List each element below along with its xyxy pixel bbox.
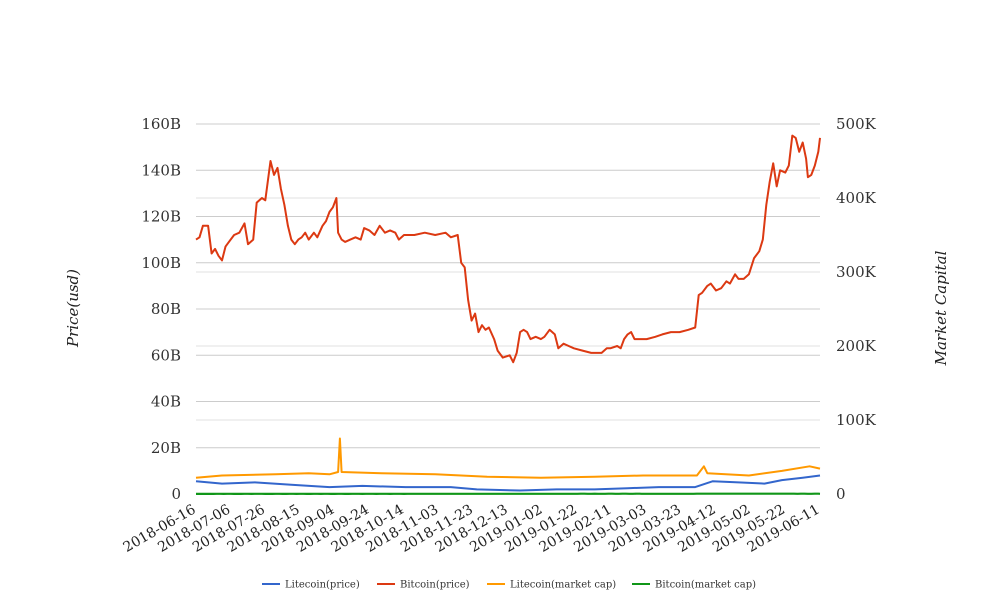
left-axis-title: Price(usd) [64, 269, 82, 348]
right-tick-label: 0 [836, 485, 846, 503]
left-tick-label: 80B [151, 300, 181, 318]
left-tick-label: 160B [141, 115, 181, 133]
right-tick-label: 400K [836, 189, 877, 207]
right-tick-label: 200K [836, 337, 877, 355]
right-tick-label: 300K [836, 263, 877, 281]
left-axis-ticks: 0 20B 40B 60B 80B 100B 120B 140B 160B [141, 115, 181, 503]
left-tick-label: 0 [171, 485, 181, 503]
series-line-0 [195, 474, 821, 492]
legend-label: Bitcoin(price) [400, 580, 470, 591]
legend-label: Litecoin(market cap) [510, 580, 616, 591]
left-tick-label: 20B [151, 439, 181, 457]
grid-lines [196, 123, 820, 495]
left-tick-label: 140B [141, 161, 181, 179]
right-tick-label: 500K [836, 115, 877, 133]
legend-label: Bitcoin(market cap) [655, 580, 756, 591]
legend: Litecoin(price) Bitcoin(price) Litecoin(ma… [262, 580, 756, 591]
series-lines [195, 134, 821, 495]
left-tick-label: 60B [151, 346, 181, 364]
left-tick-label: 40B [151, 393, 181, 411]
right-axis-ticks: 0 100K 200K 300K 400K 500K [836, 115, 877, 503]
right-tick-label: 100K [836, 411, 877, 429]
left-tick-label: 120B [141, 208, 181, 226]
right-axis-title: Market Capital [932, 250, 950, 366]
left-tick-label: 100B [141, 254, 181, 272]
series-line-2 [195, 437, 821, 479]
x-axis-ticks: 2018-06-162018-07-062018-07-262018-08-15… [121, 502, 823, 556]
legend-label: Litecoin(price) [285, 580, 360, 591]
series-line-1 [195, 134, 821, 364]
